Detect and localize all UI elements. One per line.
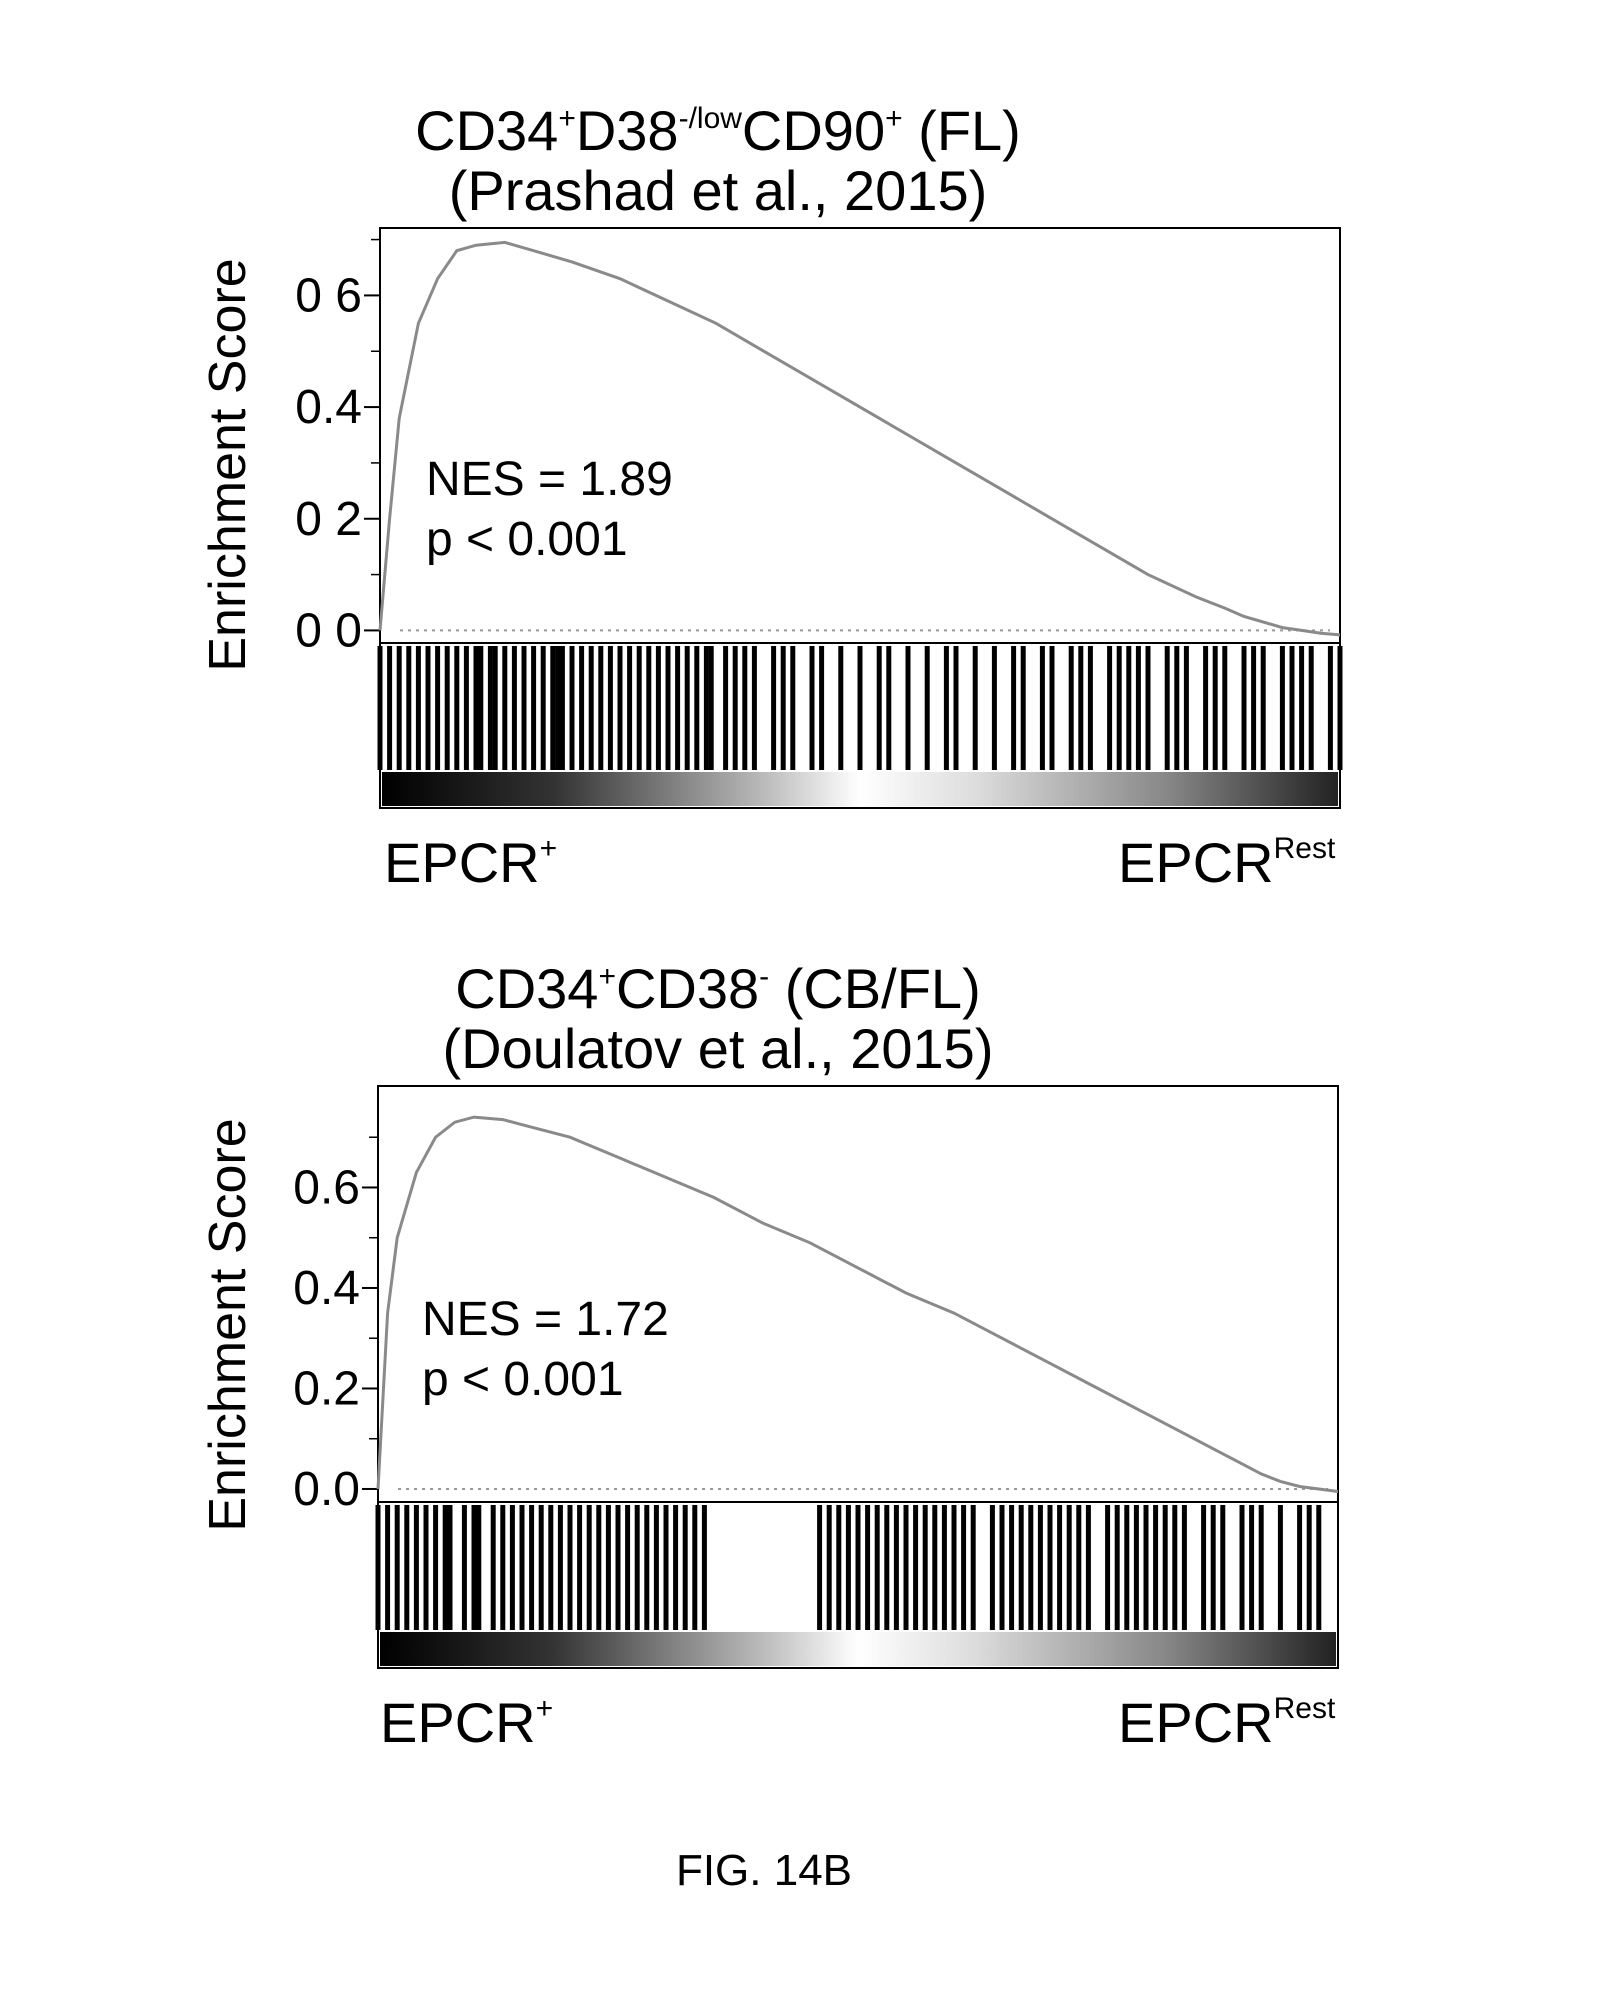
y-tick-label: 0 0 [295,604,362,657]
chart-title-line1: CD34+D38-/lowCD90+ (FL) [415,99,1021,162]
p-value-annotation: p < 0.001 [422,1353,624,1406]
y-tick-label: 0.0 [293,1463,360,1516]
y-tick-label: 0.6 [293,1161,360,1214]
right-group-label: EPCRRest [1118,1691,1336,1754]
right-group-label: EPCRRest [1118,831,1336,894]
nes-annotation: NES = 1.72 [422,1293,669,1346]
y-tick-label: 0.2 [293,1362,360,1415]
hit-barcode [380,646,1340,770]
rank-metric-strip [382,772,1338,806]
chart-title-line2: (Prashad et al., 2015) [449,159,988,222]
chart-title-line2: (Doulatov et al., 2015) [443,1017,994,1080]
hit-barcode [378,1505,1319,1630]
p-value-annotation: p < 0.001 [426,513,628,566]
y-tick-label: 0.4 [293,1262,360,1315]
gsea-panel-prashad: CD34+D38-/lowCD90+ (FL) (Prashad et al.,… [199,99,1340,894]
y-ticks: 0 6 0.4 0 2 0 0 [295,240,380,658]
y-ticks: 0.6 0.4 0.2 0.0 [293,1137,378,1516]
gsea-panel-doulatov: CD34+CD38- (CB/FL) (Doulatov et al., 201… [199,957,1338,1754]
y-tick-label: 0 2 [295,493,362,546]
enrichment-score-line [380,242,1340,635]
left-group-label: EPCR+ [384,831,557,894]
y-axis-label: Enrichment Score [199,258,257,671]
es-curve [380,242,1340,635]
nes-annotation: NES = 1.89 [426,453,673,506]
figure-label: FIG. 14B [676,1846,852,1895]
y-axis-label: Enrichment Score [199,1118,257,1531]
chart-title-line1: CD34+CD38- (CB/FL) [455,957,980,1020]
y-tick-label: 0 6 [295,269,362,322]
y-tick-label: 0.4 [295,381,362,434]
rank-metric-strip [380,1632,1336,1666]
left-group-label: EPCR+ [380,1691,553,1754]
